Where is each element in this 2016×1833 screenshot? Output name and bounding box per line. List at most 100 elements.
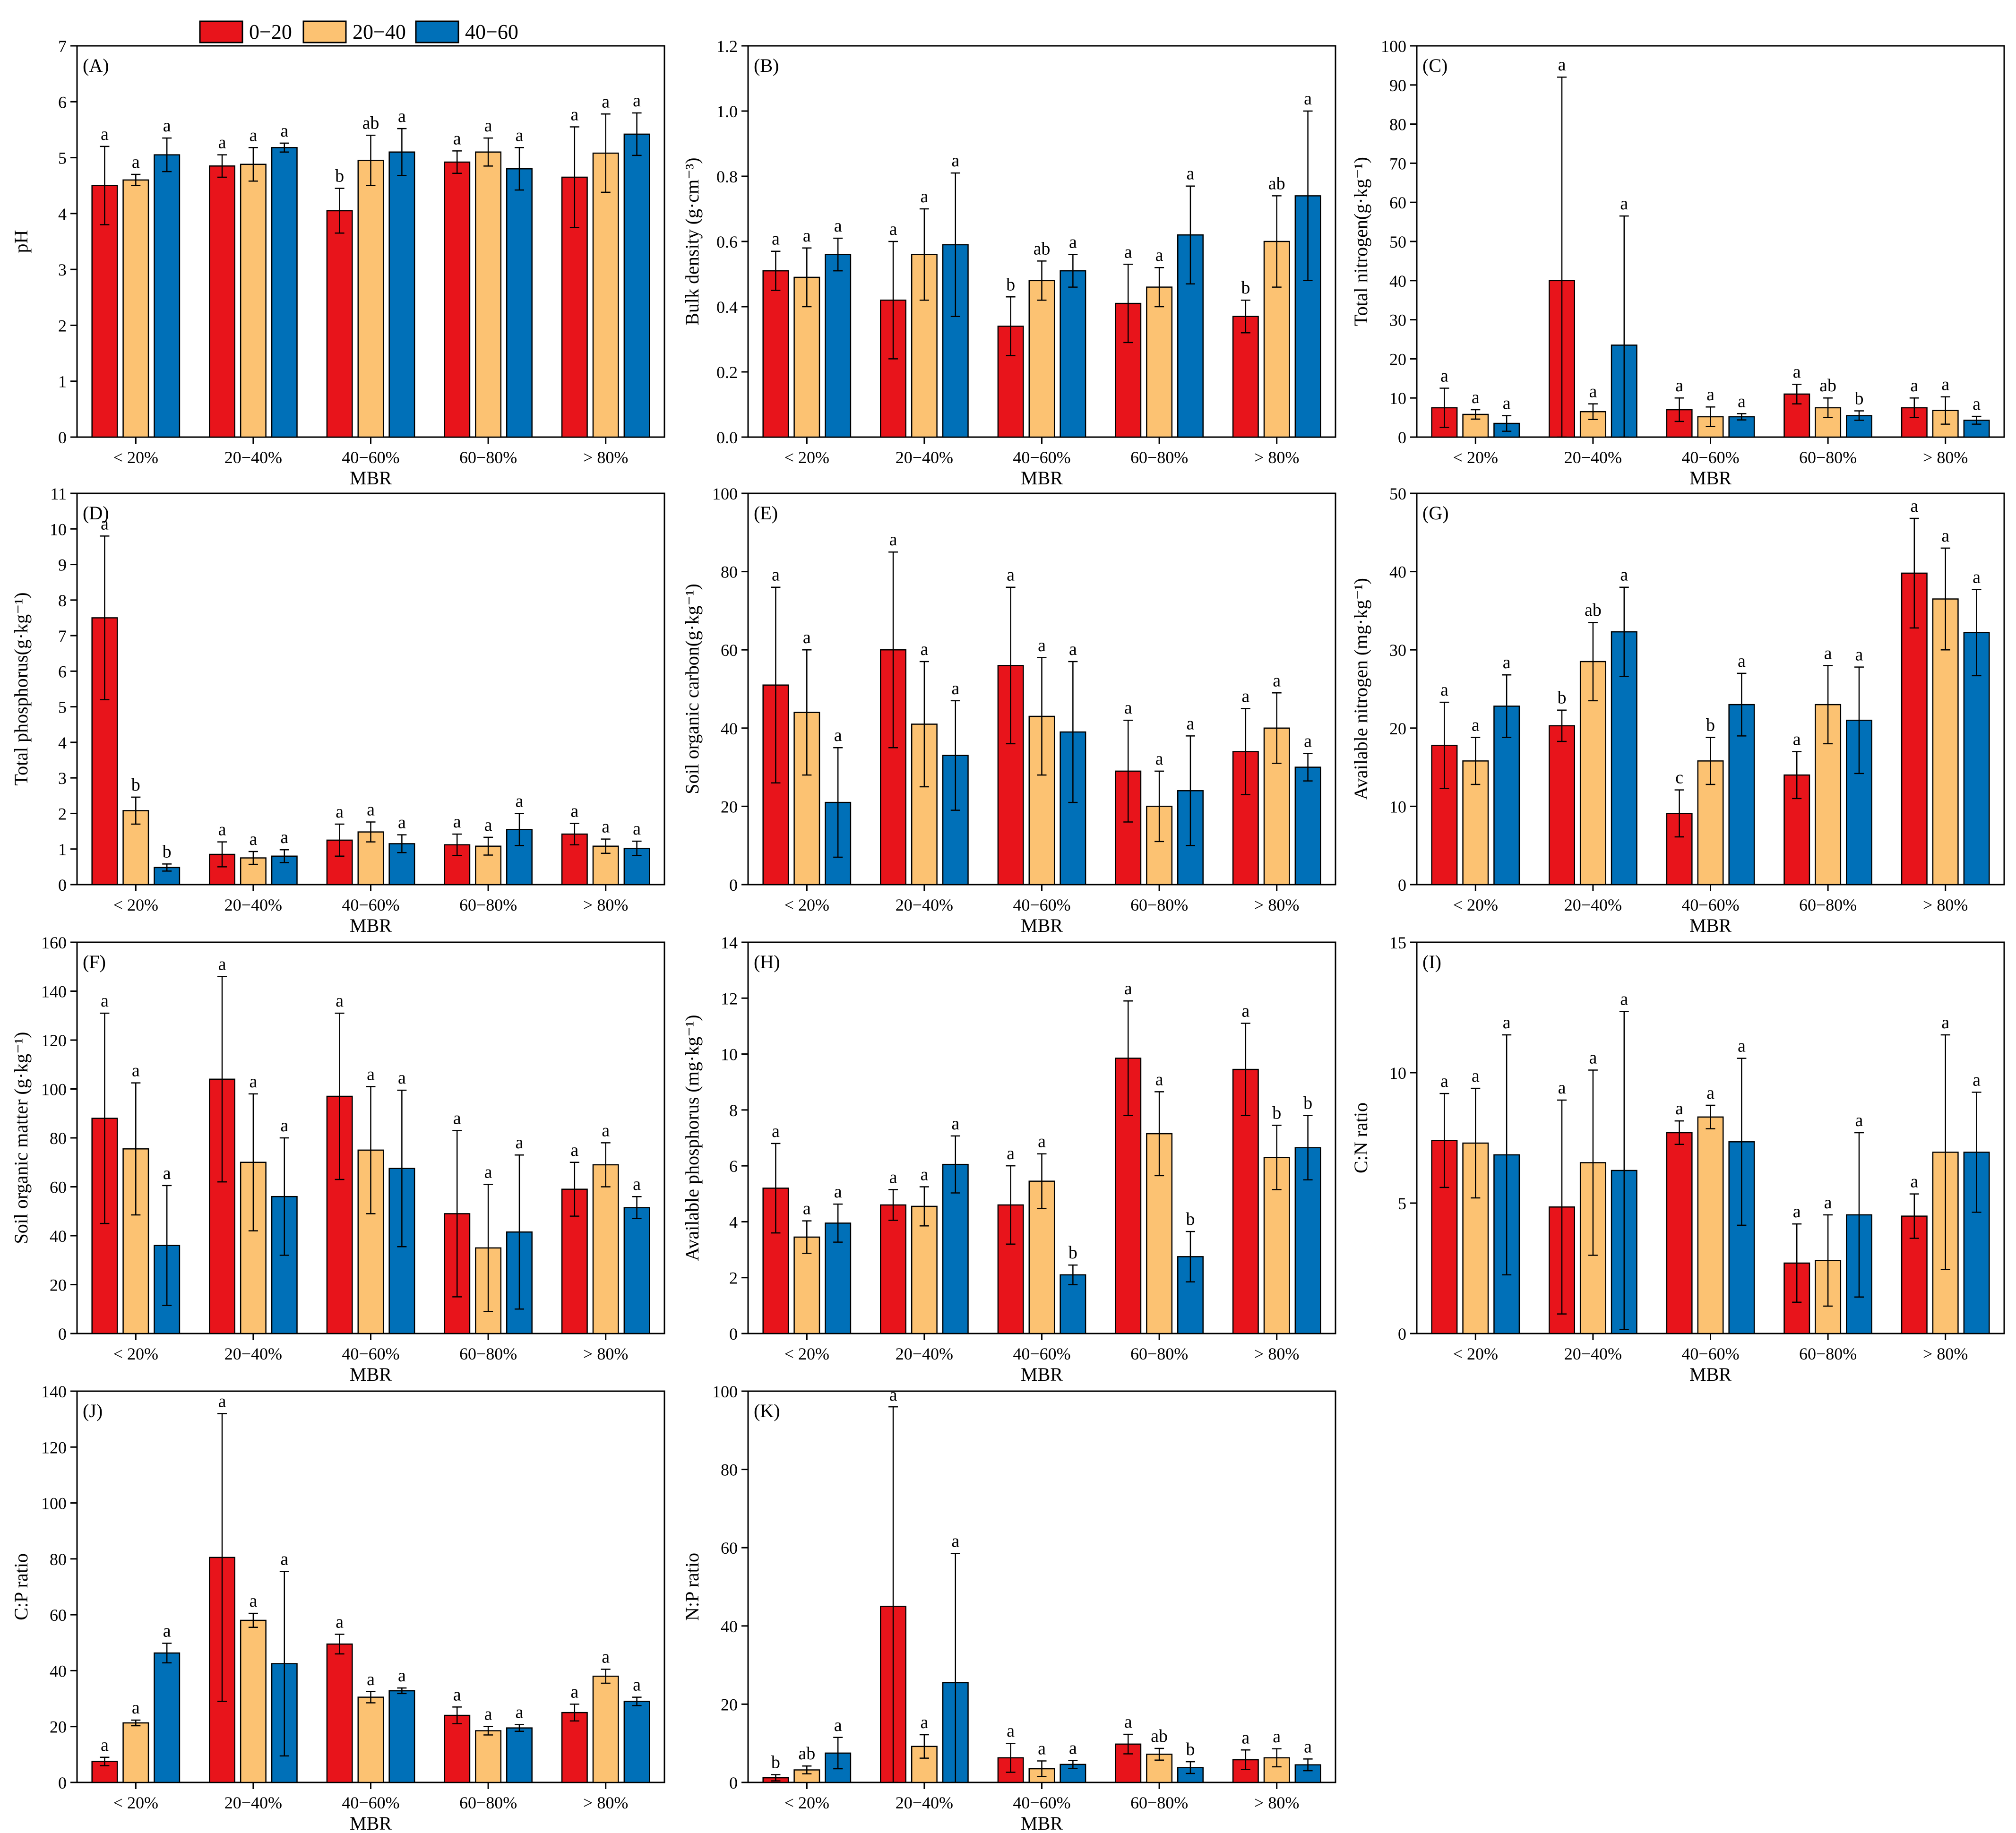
x-axis-label: MBR	[1021, 1364, 1063, 1385]
y-tick-label: 40	[721, 1617, 738, 1636]
significance-letter: a	[1855, 1110, 1863, 1130]
x-tick-label: 20−40%	[896, 895, 953, 914]
bar	[561, 1712, 588, 1783]
significance-letter: a	[1738, 1036, 1746, 1056]
y-tick-label: 9	[58, 556, 67, 575]
significance-letter: a	[803, 628, 811, 647]
significance-letter: a	[570, 1140, 578, 1160]
significance-letter: a	[280, 1116, 288, 1136]
y-tick-label: 4	[729, 1213, 738, 1231]
x-tick-label: 20−40%	[224, 448, 282, 467]
significance-letter: a	[1503, 653, 1511, 672]
y-tick-label: 100	[712, 484, 738, 503]
y-tick-label: 1	[58, 372, 67, 391]
y-tick-label: 1.0	[716, 102, 738, 121]
bar	[357, 1696, 384, 1783]
y-axis-label: Total phosphorus(g·kg⁻¹)	[10, 592, 32, 785]
y-tick-label: 40	[1389, 272, 1406, 291]
x-axis-label: MBR	[1021, 467, 1063, 489]
y-tick-label: 80	[721, 563, 738, 582]
x-tick-label: < 20%	[1453, 448, 1498, 467]
panel-title: (H)	[754, 951, 780, 972]
significance-letter: a	[1069, 232, 1077, 252]
bar	[623, 1207, 650, 1334]
y-tick-label: 10	[1389, 389, 1406, 408]
y-tick-label: 20	[50, 1276, 67, 1295]
y-tick-label: 0.6	[716, 232, 738, 251]
significance-letter: a	[1304, 89, 1312, 109]
significance-letter: a	[1793, 362, 1801, 382]
y-tick-label: 4	[58, 733, 67, 752]
bar	[444, 1714, 471, 1783]
y-tick-label: 0	[729, 876, 738, 895]
x-tick-label: < 20%	[113, 1793, 158, 1812]
bar	[444, 161, 471, 438]
significance-letter: a	[453, 812, 461, 832]
significance-letter: b	[771, 1752, 780, 1772]
significance-letter: a	[803, 1199, 811, 1219]
significance-letter: a	[249, 1072, 257, 1092]
x-tick-label: 40−60%	[342, 1793, 399, 1812]
significance-letter: a	[1675, 1099, 1683, 1119]
significance-letter: a	[1187, 164, 1195, 184]
significance-letter: b	[1186, 1209, 1195, 1229]
significance-letter: a	[453, 1685, 461, 1704]
significance-letter: a	[1241, 1728, 1249, 1747]
x-tick-label: > 80%	[1254, 448, 1299, 467]
bar	[762, 270, 789, 438]
significance-letter: b	[1303, 1093, 1312, 1113]
y-tick-label: 0	[729, 1773, 738, 1792]
x-tick-label: 60−80%	[1130, 1793, 1188, 1812]
chart-panel-g: 0 10 20 30 40 50 (G) Available nitrogen (mg·kg⁻…	[1350, 484, 2005, 936]
y-tick-label: 5	[58, 149, 67, 168]
y-tick-label: 10	[1389, 1064, 1406, 1083]
x-tick-label: 20−40%	[896, 448, 953, 467]
bar	[475, 151, 502, 438]
bar	[1666, 1132, 1693, 1334]
y-tick-label: 120	[41, 1031, 67, 1050]
x-axis-label: MBR	[1689, 467, 1732, 489]
y-tick-label: 2	[729, 1269, 738, 1288]
y-tick-label: 1	[58, 840, 67, 859]
bar	[326, 210, 353, 438]
y-tick-label: 0	[1398, 876, 1406, 895]
y-tick-label: 120	[41, 1438, 67, 1457]
significance-letter: a	[889, 530, 897, 550]
significance-letter: a	[1304, 731, 1312, 751]
significance-letter: a	[163, 116, 171, 136]
chart-panel-i: 0 5 10 15 (I) C:N ratio MBR < 20% a a a 20−40% a a a 40…	[1350, 933, 2005, 1385]
significance-letter: a	[1706, 1083, 1714, 1103]
significance-letter: a	[132, 1061, 140, 1081]
bar	[1146, 286, 1173, 438]
significance-letter: a	[516, 125, 524, 145]
significance-letter: ab	[362, 113, 379, 133]
y-tick-label: 80	[721, 1461, 738, 1480]
significance-letter: a	[834, 725, 842, 745]
significance-letter: a	[1973, 1070, 1981, 1090]
significance-letter: a	[602, 92, 610, 112]
x-tick-label: 20−40%	[1564, 895, 1622, 914]
significance-letter: a	[951, 1532, 959, 1551]
y-tick-label: 60	[1389, 193, 1406, 212]
x-tick-label: 60−80%	[1799, 1344, 1857, 1363]
significance-letter: a	[367, 800, 375, 820]
bar	[880, 1204, 906, 1334]
significance-letter: b	[1272, 1103, 1281, 1123]
significance-letter: a	[834, 216, 842, 236]
bar	[122, 1722, 149, 1783]
y-tick-label: 60	[721, 641, 738, 660]
bar	[388, 1690, 415, 1783]
y-tick-label: 100	[1381, 37, 1406, 56]
bar	[122, 179, 149, 438]
y-tick-label: 60	[721, 1539, 738, 1558]
y-axis-label: Available phosphorus (mg·kg⁻¹)	[681, 1015, 703, 1261]
significance-letter: a	[1589, 1048, 1597, 1067]
significance-letter: a	[280, 827, 288, 847]
bar	[1294, 195, 1321, 438]
significance-letter: ab	[1819, 376, 1836, 396]
legend-label-20-40: 20−40	[353, 20, 406, 43]
significance-letter: ab	[1151, 1726, 1168, 1746]
x-tick-label: < 20%	[113, 448, 158, 467]
x-tick-label: < 20%	[113, 1344, 158, 1363]
significance-letter: a	[1793, 729, 1801, 749]
